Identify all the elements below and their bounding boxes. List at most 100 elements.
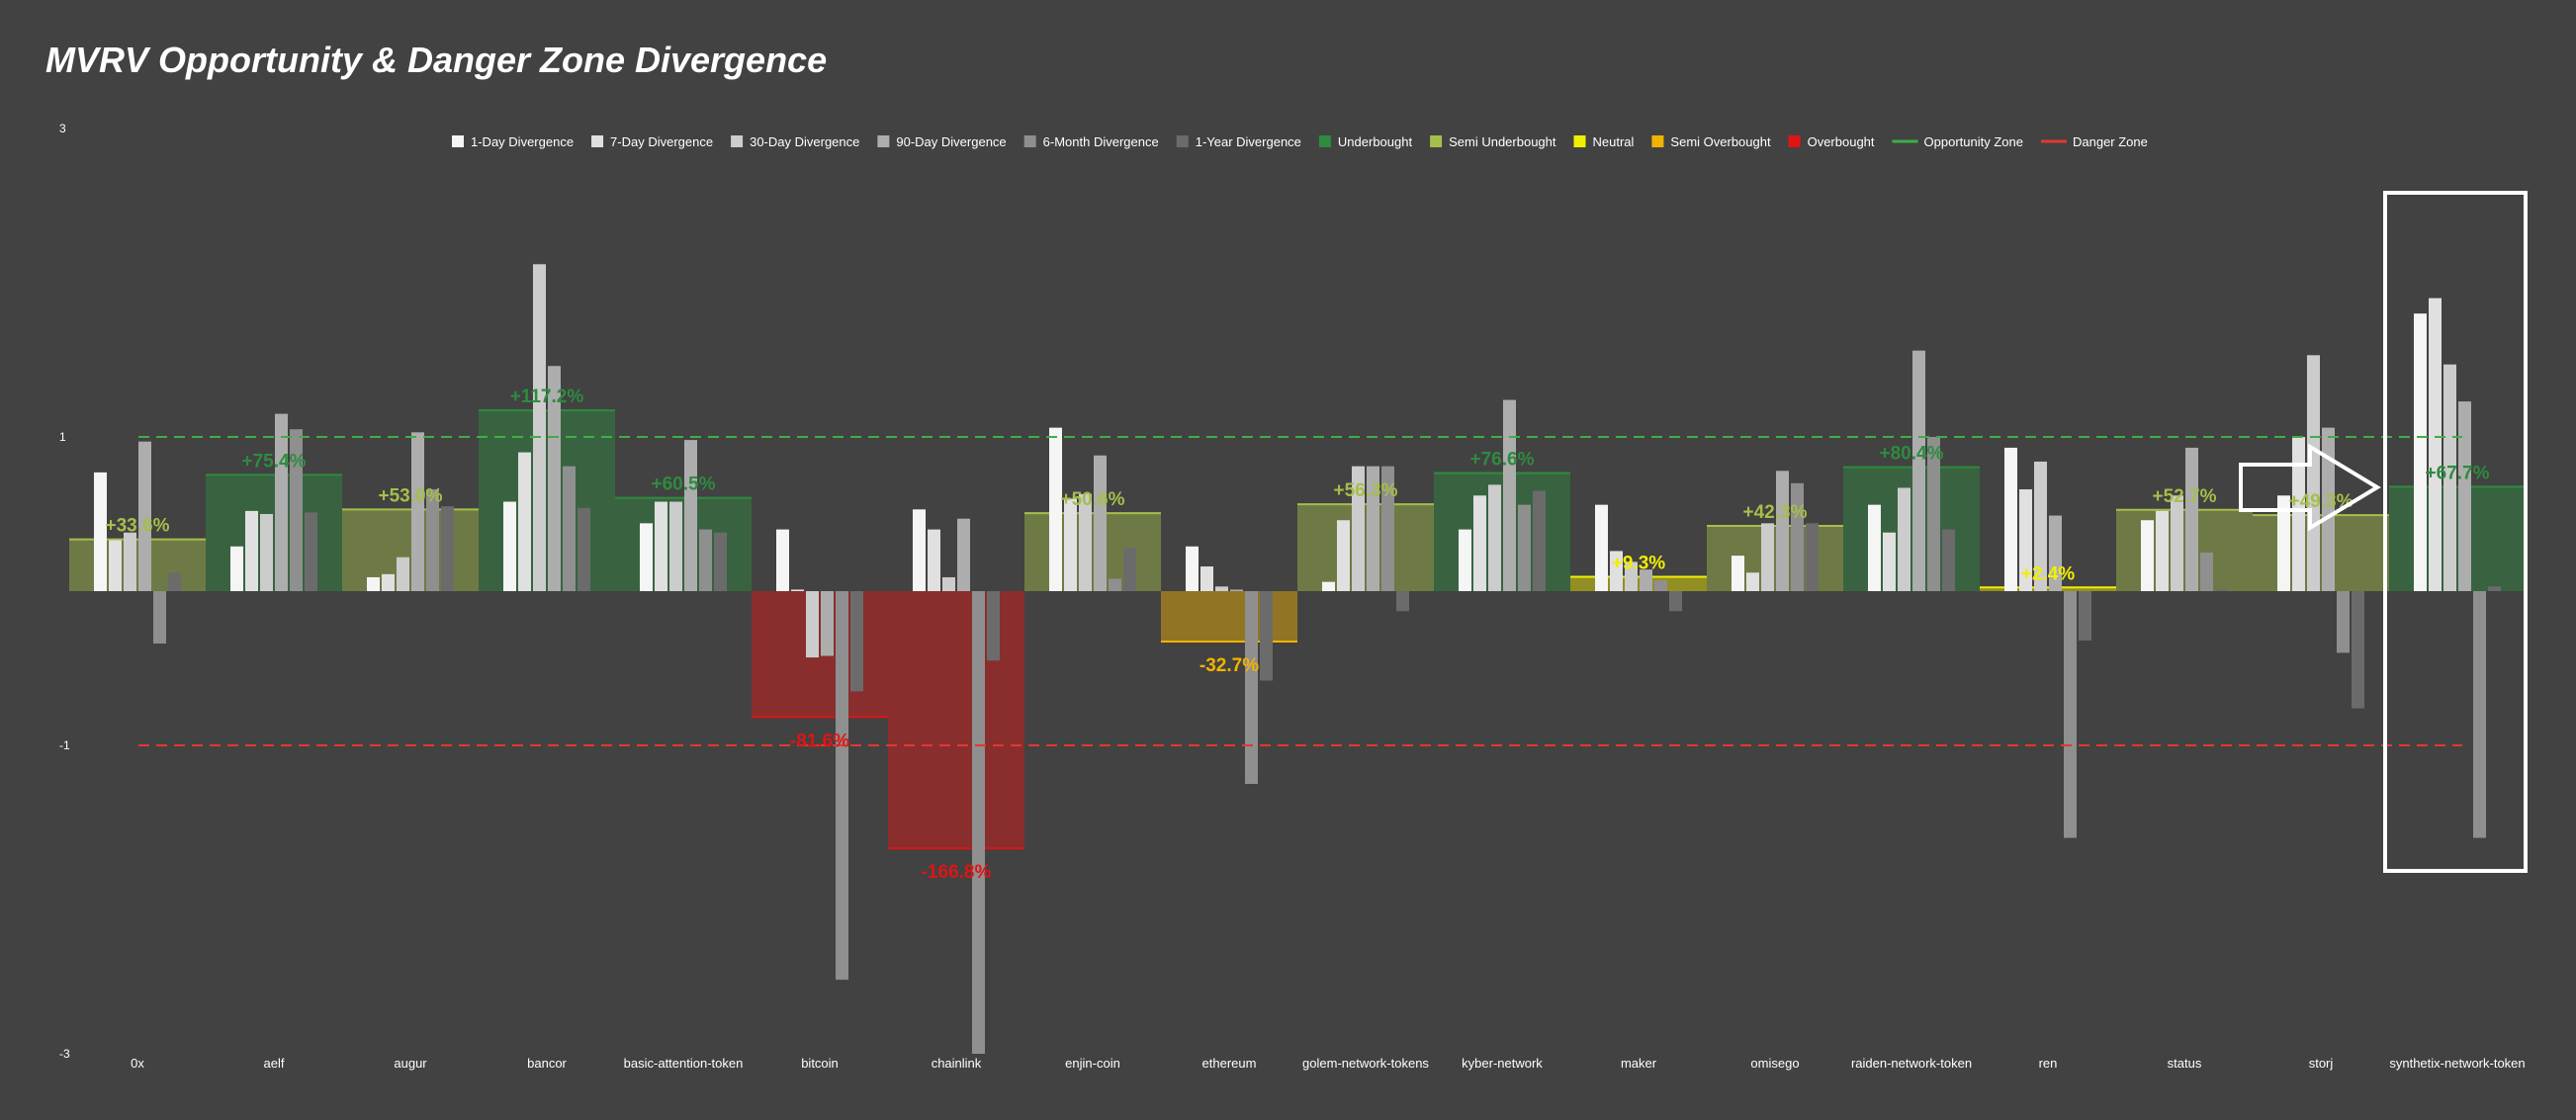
aggregate-box-enjin-coin bbox=[1024, 513, 1161, 591]
bar-bitcoin-1 bbox=[791, 589, 804, 591]
bar-synthetix-network-token-4 bbox=[2473, 591, 2486, 838]
aggregate-label-ethereum: -32.7% bbox=[1199, 655, 1259, 676]
bar-omisego-4 bbox=[1791, 482, 1804, 591]
aggregate-label-storj: +49.3% bbox=[2289, 491, 2354, 512]
bar-maker-1 bbox=[1610, 551, 1623, 591]
bar-0x-1 bbox=[109, 540, 122, 591]
bar-ethereum-3 bbox=[1230, 589, 1243, 591]
bar-enjin-coin-1 bbox=[1064, 498, 1077, 591]
aggregate-label-bancor: +117.2% bbox=[510, 387, 584, 407]
aggregate-box-chainlink bbox=[888, 591, 1024, 849]
aggregate-box-bancor bbox=[479, 410, 615, 591]
legend-label-7-day-divergence: 7-Day Divergence bbox=[610, 134, 713, 149]
legend-label-semi-underbought: Semi Underbought bbox=[1449, 134, 1556, 149]
y-tick-label: -3 bbox=[59, 1047, 70, 1061]
bar-augur-4 bbox=[426, 489, 439, 591]
legend-label-30-day-divergence: 30-Day Divergence bbox=[750, 134, 859, 149]
aggregate-box-synthetix-network-token bbox=[2389, 486, 2526, 591]
category-label-kyber-network: kyber-network bbox=[1462, 1056, 1543, 1071]
bar-synthetix-network-token-1 bbox=[2429, 298, 2442, 591]
bar-bancor-5 bbox=[577, 507, 590, 591]
legend-swatch-90-day-divergence bbox=[877, 135, 890, 147]
bar-raiden-network-token-0 bbox=[1868, 504, 1881, 591]
category-label-synthetix-network-token: synthetix-network-token bbox=[2389, 1056, 2525, 1071]
bar-status-5 bbox=[2215, 589, 2228, 591]
bar-0x-3 bbox=[138, 441, 151, 591]
bar-omisego-2 bbox=[1761, 523, 1774, 591]
bar-basic-attention-token-2 bbox=[669, 501, 682, 591]
bar-bancor-0 bbox=[503, 501, 516, 591]
bar-maker-4 bbox=[1654, 580, 1667, 591]
bar-storj-3 bbox=[2322, 427, 2335, 591]
aggregate-box-0x bbox=[69, 539, 206, 591]
bar-storj-0 bbox=[2277, 495, 2290, 591]
bar-golem-network-tokens-3 bbox=[1367, 466, 1379, 591]
aggregate-box-kyber-network bbox=[1434, 473, 1570, 591]
bar-ren-3 bbox=[2049, 515, 2062, 591]
bar-bitcoin-5 bbox=[850, 591, 863, 692]
legend-swatch-neutral bbox=[1573, 135, 1586, 147]
aggregate-box-ren bbox=[1980, 587, 2116, 591]
bar-golem-network-tokens-4 bbox=[1381, 466, 1394, 591]
bar-ethereum-2 bbox=[1215, 586, 1228, 591]
legend-label-90-day-divergence: 90-Day Divergence bbox=[896, 134, 1006, 149]
bar-augur-3 bbox=[411, 432, 424, 591]
category-label-basic-attention-token: basic-attention-token bbox=[624, 1056, 744, 1071]
legend-label-1-day-divergence: 1-Day Divergence bbox=[471, 134, 574, 149]
bar-ethereum-1 bbox=[1200, 566, 1213, 591]
bar-ren-2 bbox=[2034, 461, 2047, 591]
highlight-box bbox=[2383, 191, 2528, 873]
bar-storj-2 bbox=[2307, 355, 2320, 591]
legend-swatch-overbought bbox=[1788, 135, 1801, 147]
bar-kyber-network-3 bbox=[1503, 399, 1516, 591]
bar-aelf-3 bbox=[275, 413, 288, 591]
category-label-golem-network-tokens: golem-network-tokens bbox=[1302, 1056, 1429, 1071]
bar-basic-attention-token-4 bbox=[699, 529, 712, 591]
bar-augur-0 bbox=[367, 576, 380, 591]
aggregate-box-omisego bbox=[1707, 526, 1843, 591]
bar-maker-2 bbox=[1625, 561, 1638, 591]
bar-status-1 bbox=[2156, 510, 2169, 591]
y-tick-label: 3 bbox=[59, 122, 66, 135]
bar-enjin-coin-5 bbox=[1123, 548, 1136, 591]
bar-maker-5 bbox=[1669, 591, 1682, 612]
bar-enjin-coin-2 bbox=[1079, 493, 1092, 591]
bar-enjin-coin-0 bbox=[1049, 427, 1062, 591]
category-label-enjin-coin: enjin-coin bbox=[1065, 1056, 1120, 1071]
page-title: MVRV Opportunity & Danger Zone Divergenc… bbox=[45, 40, 828, 80]
legend-label-underbought: Underbought bbox=[1338, 134, 1413, 149]
bar-golem-network-tokens-0 bbox=[1322, 581, 1335, 591]
bar-chainlink-5 bbox=[987, 591, 1000, 661]
bar-ethereum-4 bbox=[1245, 591, 1258, 784]
bar-bitcoin-4 bbox=[836, 591, 848, 981]
aggregate-label-0x: +33.6% bbox=[106, 516, 170, 537]
bar-raiden-network-token-2 bbox=[1898, 487, 1910, 591]
category-label-augur: augur bbox=[394, 1056, 427, 1071]
aggregate-label-golem-network-tokens: +56.3% bbox=[1334, 480, 1398, 501]
aggregate-label-enjin-coin: +50.6% bbox=[1061, 489, 1125, 510]
bar-storj-5 bbox=[2352, 591, 2364, 709]
aggregate-box-raiden-network-token bbox=[1843, 467, 1980, 591]
aggregate-box-golem-network-tokens bbox=[1297, 504, 1434, 591]
aggregate-box-status bbox=[2116, 509, 2253, 591]
legend-swatch-semi-underbought bbox=[1430, 135, 1443, 147]
bar-kyber-network-2 bbox=[1488, 484, 1501, 591]
aggregate-label-omisego: +42.3% bbox=[1743, 502, 1808, 523]
bar-bancor-1 bbox=[518, 452, 531, 591]
legend-label-opportunity-zone: Opportunity Zone bbox=[1924, 134, 2023, 149]
legend-label-neutral: Neutral bbox=[1593, 134, 1635, 149]
bar-chainlink-4 bbox=[972, 591, 985, 1054]
bar-status-2 bbox=[2171, 495, 2183, 591]
bar-aelf-1 bbox=[245, 510, 258, 591]
category-label-ethereum: ethereum bbox=[1202, 1056, 1257, 1071]
bar-bitcoin-2 bbox=[806, 591, 819, 658]
bar-bitcoin-3 bbox=[821, 591, 834, 656]
bar-raiden-network-token-3 bbox=[1912, 350, 1925, 591]
bar-bancor-3 bbox=[548, 366, 561, 591]
bar-synthetix-network-token-0 bbox=[2414, 313, 2427, 591]
legend-swatch-30-day-divergence bbox=[731, 135, 744, 147]
bar-raiden-network-token-1 bbox=[1883, 532, 1896, 591]
bar-ethereum-5 bbox=[1260, 591, 1273, 681]
bar-chainlink-3 bbox=[957, 518, 970, 591]
